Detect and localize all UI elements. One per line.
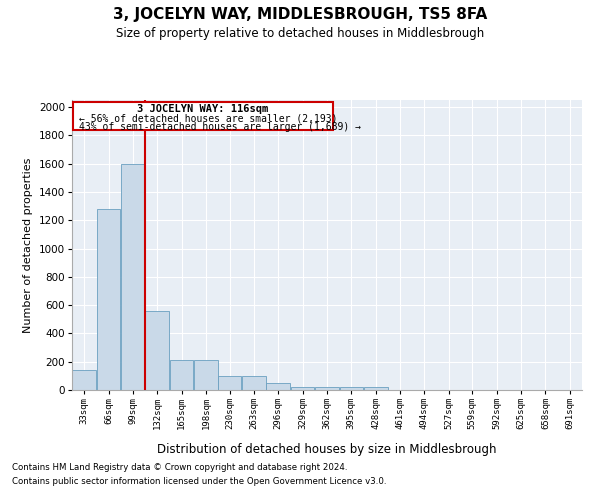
Text: ← 56% of detached houses are smaller (2,193): ← 56% of detached houses are smaller (2,…	[79, 113, 337, 123]
Text: 43% of semi-detached houses are larger (1,689) →: 43% of semi-detached houses are larger (…	[79, 122, 361, 132]
Text: Contains HM Land Registry data © Crown copyright and database right 2024.: Contains HM Land Registry data © Crown c…	[12, 464, 347, 472]
Text: Distribution of detached houses by size in Middlesbrough: Distribution of detached houses by size …	[157, 442, 497, 456]
Bar	[73, 102, 333, 130]
Bar	[291, 387, 314, 390]
Bar	[364, 387, 388, 390]
Text: 3, JOCELYN WAY, MIDDLESBROUGH, TS5 8FA: 3, JOCELYN WAY, MIDDLESBROUGH, TS5 8FA	[113, 8, 487, 22]
Bar	[97, 209, 121, 390]
Bar	[194, 360, 218, 390]
Bar	[266, 383, 290, 390]
Bar	[121, 164, 145, 390]
Bar	[145, 311, 169, 390]
Text: Contains public sector information licensed under the Open Government Licence v3: Contains public sector information licen…	[12, 477, 386, 486]
Bar	[340, 387, 363, 390]
Text: Size of property relative to detached houses in Middlesbrough: Size of property relative to detached ho…	[116, 28, 484, 40]
Text: 3 JOCELYN WAY: 116sqm: 3 JOCELYN WAY: 116sqm	[137, 104, 268, 114]
Bar	[170, 360, 193, 390]
Y-axis label: Number of detached properties: Number of detached properties	[23, 158, 33, 332]
Bar	[242, 376, 266, 390]
Bar	[73, 370, 96, 390]
Bar	[315, 387, 339, 390]
Bar	[218, 376, 241, 390]
